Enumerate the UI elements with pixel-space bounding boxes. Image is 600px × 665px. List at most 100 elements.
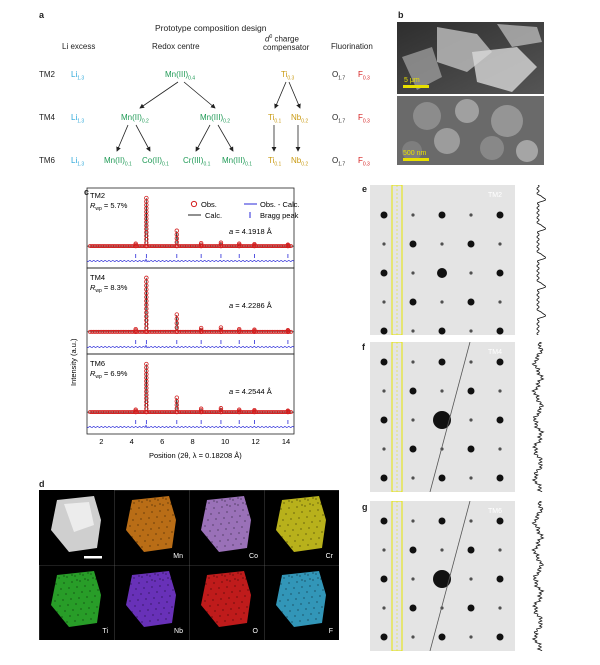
row-label-tm6: TM6 <box>39 156 55 165</box>
rwp-label: Rwp = 6.9% <box>90 369 128 380</box>
diffraction-spot <box>409 546 417 554</box>
diffraction-spot <box>380 269 388 277</box>
diffraction-spot <box>411 360 415 364</box>
diffraction-spot <box>438 474 446 482</box>
diffraction-spot <box>467 546 475 554</box>
diffraction-spot <box>380 575 388 583</box>
obs-point <box>174 312 180 317</box>
lattice-param: a = 4.2544 Å <box>229 387 272 396</box>
diffraction-spot <box>498 606 502 610</box>
diffraction-spot <box>438 358 446 366</box>
eds-map-f: F <box>264 565 339 640</box>
diffraction-spot <box>380 633 388 641</box>
tm6-ti: Ti0.1 <box>268 156 282 168</box>
tm6-redox-2: Co(II)0.1 <box>142 156 169 168</box>
profile-window <box>391 185 403 335</box>
diffraction-spot <box>496 327 504 335</box>
obs-point <box>144 361 149 367</box>
obs-point <box>174 316 180 322</box>
diffraction-spot <box>469 577 473 581</box>
diff-line <box>86 424 295 429</box>
obs-point <box>198 406 204 411</box>
diffraction-spot <box>498 300 502 304</box>
saed-name: TM6 <box>488 508 502 515</box>
diff-line <box>86 344 295 349</box>
tm4-ti: Ti0.1 <box>268 113 282 125</box>
obs-point <box>174 236 180 241</box>
obs-point <box>237 407 242 412</box>
tm4-nb: Nb0.2 <box>291 113 309 125</box>
diffraction-spot <box>411 577 415 581</box>
diffraction-spot <box>440 389 444 393</box>
obs-point <box>198 325 204 331</box>
diffraction-spot <box>496 416 504 424</box>
arrow <box>135 124 151 152</box>
x-tick-label: 14 <box>282 437 290 446</box>
obs-point <box>144 302 149 308</box>
tm6-redox-1: Mn(II)0.1 <box>104 156 132 168</box>
diffraction-spot <box>380 517 388 525</box>
eds-map-nb: Nb <box>114 565 189 640</box>
eds-map-o: O <box>189 565 264 640</box>
diffraction-spot <box>440 242 444 246</box>
scale-text-bottom: 500 nm <box>403 150 427 157</box>
panel-e-label: e <box>362 184 368 194</box>
tm4-redox-1: Mn(II)0.2 <box>121 113 149 125</box>
obs-point <box>252 327 257 332</box>
obs-point <box>144 275 149 281</box>
legend-obs: Obs. <box>201 200 217 209</box>
diffraction-spot <box>496 211 504 219</box>
panel-d-label: d <box>39 479 45 489</box>
obs-point <box>218 242 224 247</box>
arrow <box>217 124 234 152</box>
diffraction-spot <box>469 213 473 217</box>
tm2-f: F0.3 <box>358 70 370 82</box>
diffraction-spot <box>440 300 444 304</box>
obs-point <box>174 395 180 400</box>
obs-point <box>237 326 242 332</box>
obs-point <box>174 320 180 326</box>
tm4-o: O1.7 <box>332 113 346 125</box>
obs-point <box>133 326 138 332</box>
diffraction-spot <box>409 604 417 612</box>
obs-point <box>252 241 257 247</box>
scale-bar <box>84 556 102 559</box>
obs-point <box>174 325 180 330</box>
diffraction-spot <box>411 271 415 275</box>
col-header-redox-centre: Redox centre <box>152 42 200 51</box>
diffraction-spot <box>380 358 388 366</box>
obs-point <box>237 329 242 335</box>
row-label-tm2: TM2 <box>39 70 55 79</box>
obs-point <box>237 328 242 333</box>
obs-point <box>133 328 138 333</box>
diffraction-spot <box>409 445 417 453</box>
diffraction-spot <box>498 447 502 451</box>
obs-point <box>198 408 204 413</box>
x-tick-label: 10 <box>221 437 229 446</box>
col-header-li-excess: Li excess <box>62 42 96 51</box>
tm6-redox-3: Cr(III)0.1 <box>183 156 211 168</box>
diff-line <box>86 258 295 263</box>
diffraction-spot <box>380 474 388 482</box>
obs-point <box>174 402 180 408</box>
subplot-name: TM6 <box>90 359 105 368</box>
col-header-compensator-line2: compensator <box>263 43 310 52</box>
eds-map-mn: Mn <box>114 490 189 565</box>
panel-a-arrows <box>116 81 301 152</box>
intensity-profile <box>531 342 545 492</box>
diffraction-spot <box>496 269 504 277</box>
diffraction-spot <box>380 211 388 219</box>
diffraction-spot <box>469 476 473 480</box>
xrd-subplot-frame <box>86 267 295 355</box>
diffraction-spot <box>498 548 502 552</box>
tm2-redox: Mn(III)0.4 <box>165 70 196 82</box>
diffraction-spot <box>380 416 388 424</box>
diffraction-spot <box>469 329 473 333</box>
subplot-name: TM4 <box>90 273 105 282</box>
tm4-li: Li1.3 <box>71 113 85 125</box>
tm6-li: Li1.3 <box>71 156 85 168</box>
arrow <box>195 124 211 152</box>
eds-map-label: Nb <box>174 628 183 635</box>
lattice-param: a = 4.1918 Å <box>229 227 272 236</box>
arrow <box>274 81 287 109</box>
